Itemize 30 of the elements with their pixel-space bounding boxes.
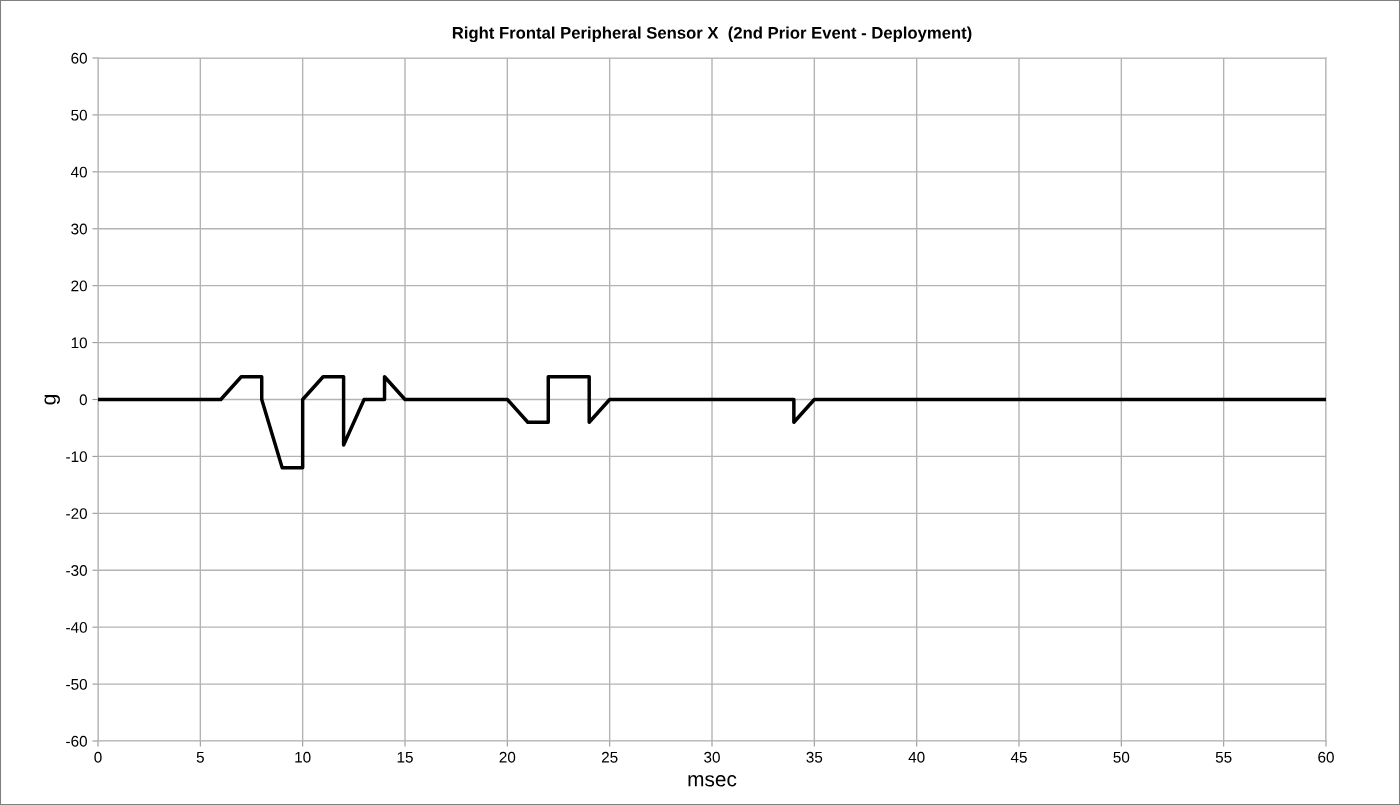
x-tick-label: 55 (1215, 751, 1232, 763)
y-tick-label: 0 (79, 394, 87, 406)
x-tick-label: 10 (295, 751, 311, 763)
x-tick-label: 0 (94, 751, 102, 763)
y-tick-label: -10 (66, 451, 87, 463)
y-tick-label: 50 (71, 109, 87, 121)
x-axis-title: msec (688, 775, 737, 787)
y-tick-label: 40 (70, 166, 87, 178)
x-tick-label: 30 (704, 751, 720, 763)
y-tick-label: 30 (71, 223, 87, 235)
chart-title: Right Frontal Peripheral Sensor X (2nd Prior Event - Deployment) (452, 26, 972, 43)
y-tick-label: -40 (66, 622, 87, 633)
x-tick-label: 25 (601, 751, 618, 763)
y-tick-label: -50 (66, 678, 87, 690)
x-tick-label: 40 (908, 751, 925, 763)
line-series (98, 374, 1326, 470)
y-tick-label: -30 (66, 565, 87, 576)
y-tick-label: 20 (71, 280, 87, 292)
y-tick-label: -60 (66, 735, 87, 747)
y-axis-title: g (44, 395, 60, 405)
x-tick-label: 50 (1113, 751, 1130, 763)
x-tick-label: 15 (397, 751, 413, 763)
x-tick-label: 5 (196, 751, 204, 763)
x-tick-label: 20 (499, 751, 516, 763)
y-tick-label: 60 (71, 52, 87, 64)
y-tick-label: 10 (71, 337, 87, 349)
y-tick-label: -20 (66, 508, 87, 520)
x-tick-label: 60 (1318, 751, 1334, 763)
x-tick-label: 45 (1010, 751, 1027, 763)
x-tick-label: 35 (806, 751, 823, 763)
